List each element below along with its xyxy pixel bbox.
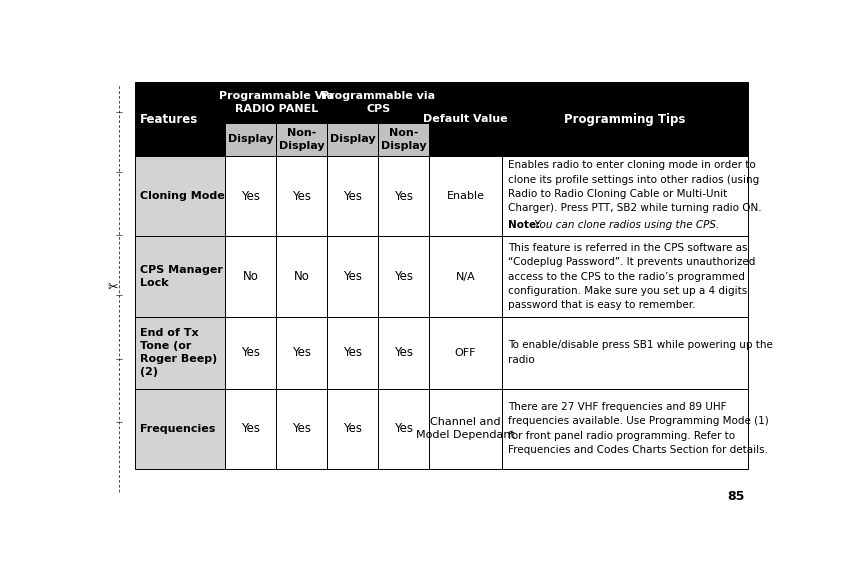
Text: Frequencies: Frequencies — [140, 424, 215, 434]
Bar — [225, 316, 277, 389]
Bar — [277, 123, 327, 156]
Text: There are 27 VHF frequencies and 89 UHF
frequencies available. Use Programming M: There are 27 VHF frequencies and 89 UHF … — [508, 402, 769, 455]
Text: Cloning Mode: Cloning Mode — [140, 192, 225, 201]
Bar — [378, 123, 429, 156]
Bar — [429, 389, 501, 469]
Bar — [429, 156, 501, 237]
Text: End of Tx
Tone (or
Roger Beep)
(2): End of Tx Tone (or Roger Beep) (2) — [140, 328, 217, 377]
Text: Display: Display — [330, 135, 376, 144]
Text: ✂: ✂ — [108, 282, 118, 294]
Bar — [378, 389, 429, 469]
Text: Yes: Yes — [343, 270, 362, 283]
Bar — [501, 389, 748, 469]
Text: Programmable via
CPS: Programmable via CPS — [321, 91, 436, 114]
Bar — [135, 237, 225, 316]
Text: Programmable Via
RADIO PANEL: Programmable Via RADIO PANEL — [219, 91, 334, 114]
Bar — [327, 237, 378, 316]
Text: Non-
Display: Non- Display — [279, 128, 325, 151]
Text: Enable: Enable — [447, 192, 484, 201]
Bar — [378, 156, 429, 237]
Text: CPS Manager
Lock: CPS Manager Lock — [140, 265, 223, 288]
Text: Yes: Yes — [343, 346, 362, 359]
Bar — [327, 156, 378, 237]
Text: To enable/disable press SB1 while powering up the
radio: To enable/disable press SB1 while poweri… — [508, 340, 773, 365]
Bar — [501, 237, 748, 316]
Bar — [135, 156, 225, 237]
Bar — [501, 156, 748, 237]
Text: N/A: N/A — [456, 271, 475, 282]
Bar — [225, 123, 277, 156]
Bar — [429, 316, 501, 389]
Text: Enables radio to enter cloning mode in order to
clone its profile settings into : Enables radio to enter cloning mode in o… — [508, 160, 761, 213]
Bar — [429, 237, 501, 316]
Text: You can clone radios using the CPS.: You can clone radios using the CPS. — [531, 220, 719, 230]
Bar — [277, 156, 327, 237]
Bar — [135, 82, 225, 156]
Bar — [429, 82, 501, 156]
Bar — [327, 316, 378, 389]
Bar — [327, 82, 429, 123]
Text: Yes: Yes — [241, 346, 261, 359]
Text: Yes: Yes — [293, 190, 311, 203]
Text: Yes: Yes — [293, 346, 311, 359]
Text: Yes: Yes — [394, 346, 413, 359]
Bar — [135, 316, 225, 389]
Text: No: No — [243, 270, 259, 283]
Text: Programming Tips: Programming Tips — [564, 113, 685, 126]
Bar — [135, 389, 225, 469]
Text: Yes: Yes — [394, 270, 413, 283]
Bar — [327, 389, 378, 469]
Text: No: No — [294, 270, 309, 283]
Text: Channel and
Model Dependant: Channel and Model Dependant — [416, 417, 515, 440]
Text: Yes: Yes — [293, 422, 311, 435]
Bar — [225, 82, 327, 123]
Bar — [501, 82, 748, 156]
Bar — [277, 237, 327, 316]
Text: This feature is referred in the CPS software as
“Codeplug Password”. It prevents: This feature is referred in the CPS soft… — [508, 243, 755, 310]
Text: Yes: Yes — [241, 422, 261, 435]
Bar — [378, 237, 429, 316]
Text: Yes: Yes — [343, 422, 362, 435]
Bar — [225, 237, 277, 316]
Text: Yes: Yes — [394, 190, 413, 203]
Bar — [277, 316, 327, 389]
Text: Non-
Display: Non- Display — [381, 128, 426, 151]
Text: Note:: Note: — [508, 220, 540, 230]
Text: Features: Features — [140, 113, 198, 126]
Bar — [277, 389, 327, 469]
Text: 85: 85 — [727, 490, 744, 503]
Text: Default Value: Default Value — [423, 114, 508, 124]
Bar — [378, 316, 429, 389]
Bar — [327, 123, 378, 156]
Text: OFF: OFF — [455, 348, 476, 357]
Text: Display: Display — [228, 135, 273, 144]
Bar — [501, 316, 748, 389]
Text: Yes: Yes — [343, 190, 362, 203]
Bar — [225, 389, 277, 469]
Text: Yes: Yes — [241, 190, 261, 203]
Bar — [225, 156, 277, 237]
Text: Yes: Yes — [394, 422, 413, 435]
